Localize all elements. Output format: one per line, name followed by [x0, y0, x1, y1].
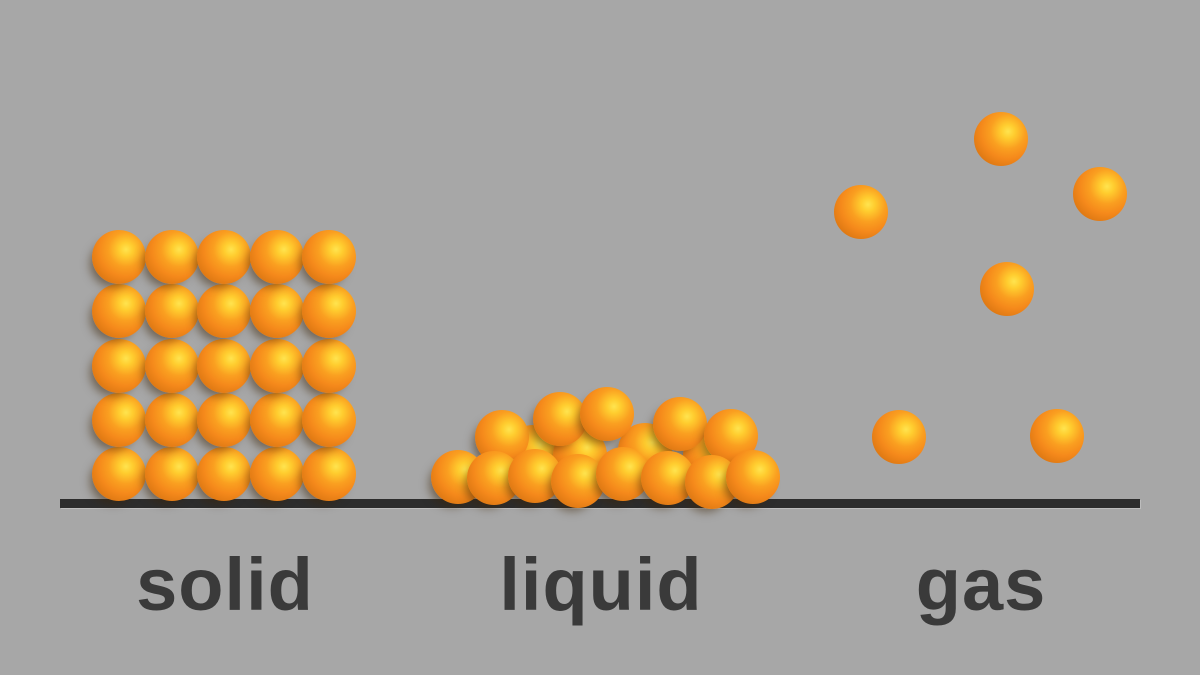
solid-particle-sphere	[302, 284, 356, 338]
gas-particle-sphere	[974, 112, 1028, 166]
solid-particle-sphere	[145, 393, 199, 447]
gas-particle-sphere	[834, 185, 888, 239]
solid-particle-sphere	[197, 339, 251, 393]
solid-particle-sphere	[197, 284, 251, 338]
gas-particle-sphere	[1073, 167, 1127, 221]
solid-particle-sphere	[92, 230, 146, 284]
solid-particle-sphere	[250, 447, 304, 501]
solid-label: solid	[136, 543, 314, 626]
solid-particle-sphere	[92, 339, 146, 393]
solid-particle-sphere	[145, 339, 199, 393]
gas-particle-sphere	[1030, 409, 1084, 463]
solid-particle-sphere	[250, 284, 304, 338]
ground-line	[60, 499, 1140, 508]
liquid-particle-sphere	[653, 397, 707, 451]
liquid-particle-sphere	[580, 387, 634, 441]
solid-particle-sphere	[92, 284, 146, 338]
solid-particle-sphere	[145, 447, 199, 501]
liquid-particle-sphere	[726, 450, 780, 504]
liquid-label: liquid	[499, 543, 703, 626]
solid-particle-sphere	[145, 284, 199, 338]
solid-particle-sphere	[302, 230, 356, 284]
solid-particle-sphere	[302, 339, 356, 393]
solid-particle-sphere	[302, 447, 356, 501]
gas-particle-sphere	[980, 262, 1034, 316]
solid-particle-sphere	[250, 339, 304, 393]
solid-particle-sphere	[250, 230, 304, 284]
liquid-particle-sphere	[533, 392, 587, 446]
solid-particle-sphere	[197, 393, 251, 447]
solid-particle-sphere	[145, 230, 199, 284]
gas-particle-sphere	[872, 410, 926, 464]
gas-label: gas	[915, 543, 1047, 626]
solid-particle-sphere	[197, 230, 251, 284]
solid-particle-sphere	[92, 393, 146, 447]
solid-particle-sphere	[250, 393, 304, 447]
solid-particle-sphere	[302, 393, 356, 447]
solid-particle-sphere	[197, 447, 251, 501]
solid-particle-sphere	[92, 447, 146, 501]
